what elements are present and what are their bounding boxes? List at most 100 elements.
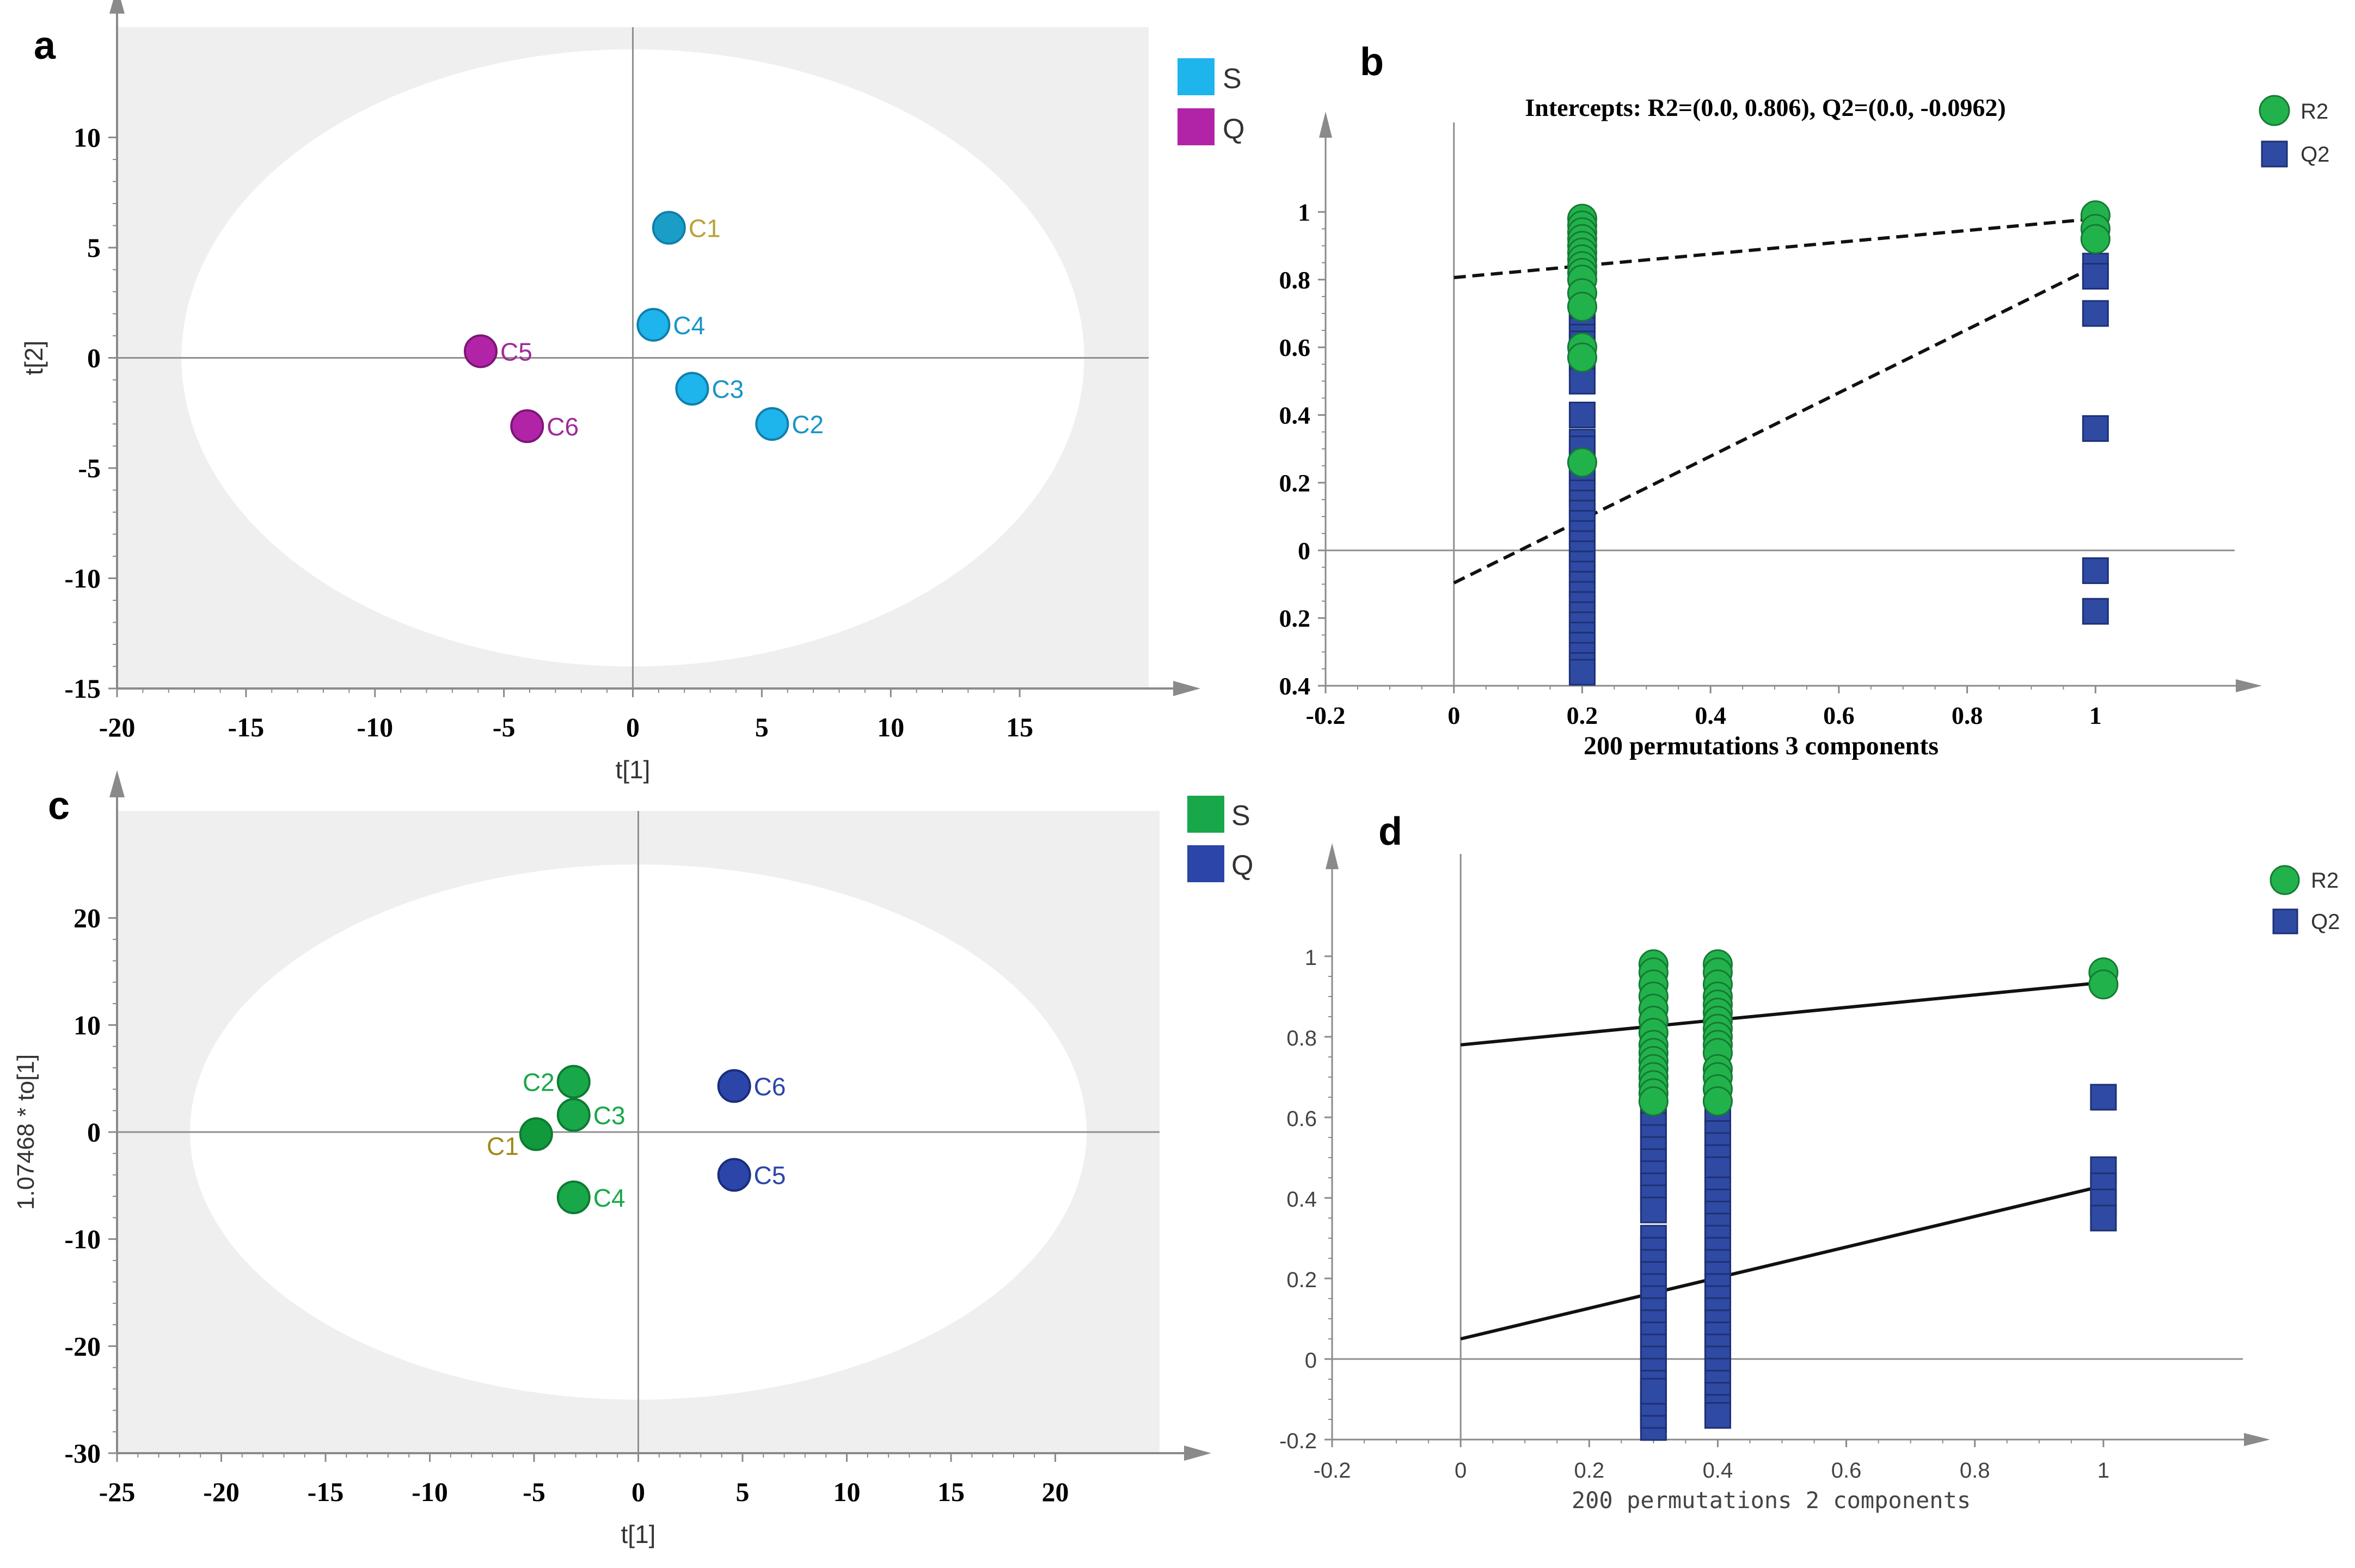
legend-swatch-q — [1178, 108, 1215, 145]
x-tick-label: 0 — [1455, 1459, 1467, 1483]
x-axis-arrow — [2244, 1433, 2270, 1446]
regression-line-r2 — [1460, 981, 2104, 1047]
x-tick-label: -10 — [357, 712, 393, 742]
y-tick-label: -10 — [64, 563, 101, 594]
q2-point — [2082, 415, 2109, 442]
legend-marker-r2 — [2270, 865, 2300, 895]
panel-c-opls-da-plot: c -25 -20 -15 -10 -5 0 5 10 15 20 -30 -20 -10 0 10 20 C… — [13, 770, 1253, 1548]
x-tick-label: 0.6 — [1831, 1459, 1862, 1483]
panel-b-permutation-plot: b Intercepts: R2=(0.0, 0.806), Q2=(0.0, … — [1279, 40, 2330, 760]
panel-b-axes — [1319, 112, 2262, 692]
x-tick-label: 0.8 — [1960, 1459, 1990, 1483]
panel-c-y-axis-label: 1.07468 * to[1] — [13, 1054, 39, 1210]
x-tick-label: 15 — [1006, 712, 1033, 742]
point-c3 — [556, 1098, 591, 1132]
point-label-c1: C1 — [689, 214, 721, 243]
x-tick-label: -0.2 — [1314, 1459, 1351, 1483]
q2-point — [2090, 1204, 2117, 1232]
y-tick-label: 10 — [73, 1010, 101, 1040]
legend-label-s: S — [1231, 800, 1250, 832]
q2-point — [1568, 402, 1596, 428]
panel-b-letter: b — [1360, 40, 1384, 84]
panel-d-regression-lines — [1460, 981, 2104, 1341]
y-tick-label: -0.2 — [1279, 1429, 1317, 1453]
y-tick-label: 1 — [1305, 946, 1317, 970]
point-c2 — [755, 407, 789, 441]
panel-b-intercepts-title: Intercepts: R2=(0.0, 0.806), Q2=(0.0, -0… — [1525, 94, 2006, 121]
x-tick-label: 20 — [1042, 1477, 1069, 1507]
q2-point — [2082, 598, 2109, 625]
panel-a-points: C1 C4 C3 C2 C5 C6 — [463, 211, 824, 444]
y-tick-label: 0.8 — [1279, 266, 1311, 294]
x-tick-label: -10 — [412, 1477, 448, 1507]
y-tick-label: 5 — [87, 232, 101, 263]
point-c6 — [510, 409, 544, 444]
x-tick-label: 15 — [937, 1477, 965, 1507]
point-label-c4: C4 — [593, 1184, 625, 1212]
panel-d-axes — [1326, 843, 2270, 1446]
x-tick-label: 10 — [833, 1477, 861, 1507]
legend-label-r2: R2 — [2311, 869, 2339, 893]
x-tick-label: 0 — [626, 712, 640, 742]
legend-swatch-s — [1187, 796, 1224, 833]
point-label-c6: C6 — [547, 413, 579, 441]
x-tick-label: 10 — [877, 712, 904, 742]
y-tick-label: -30 — [64, 1438, 101, 1468]
y-axis-arrow — [109, 0, 125, 14]
point-c6 — [717, 1069, 751, 1103]
q2-point — [1568, 659, 1596, 686]
panel-b-points — [1567, 200, 2111, 686]
panel-d-permutation-plot: d -0.2 0 0.2 0.4 0.6 0.8 1 -0.2 0 0.2 0.4 0.6 0.8 1 2… — [1279, 810, 2340, 1514]
y-tick-label: 0 — [1305, 1349, 1317, 1373]
q2-point — [1640, 1378, 1667, 1405]
y-axis-arrow — [1319, 112, 1332, 138]
x-tick-label: -20 — [99, 712, 136, 742]
y-tick-label: 0.2 — [1286, 1268, 1317, 1292]
y-tick-label: 0.6 — [1279, 334, 1311, 361]
point-c1 — [652, 211, 686, 245]
q2-point — [2082, 300, 2109, 327]
panel-a-axes — [109, 0, 1200, 696]
panel-a-ticks: -20 -15 -10 -5 0 5 10 15 -15 -10 -5 0 5 10 — [64, 122, 1033, 743]
x-tick-label: 0.2 — [1574, 1459, 1604, 1483]
x-axis-arrow — [1173, 681, 1200, 696]
x-tick-label: 0.6 — [1823, 702, 1855, 729]
y-tick-label: 0 — [87, 1117, 101, 1147]
point-label-c2: C2 — [792, 410, 824, 439]
x-tick-label: 0 — [631, 1477, 645, 1507]
legend-label-q: Q — [1231, 850, 1253, 881]
panel-b-ticks: -0.2 0 0.2 0.4 0.6 0.8 1 0.4 0.2 0 0.2 0.4 0.6 0.8 1 — [1279, 198, 2102, 729]
x-tick-label: -5 — [493, 712, 516, 742]
point-label-c3: C3 — [712, 375, 744, 403]
y-tick-label: 0.2 — [1279, 605, 1311, 632]
x-tick-label: -15 — [308, 1477, 344, 1507]
x-tick-label: 1 — [2089, 702, 2102, 729]
point-c5 — [717, 1158, 751, 1192]
r2-point — [1567, 447, 1597, 478]
point-label-c4: C4 — [673, 311, 705, 340]
panel-b-legend: R2 Q2 — [2259, 95, 2329, 168]
panel-c-ticks: -25 -20 -15 -10 -5 0 5 10 15 20 -30 -20 -10 0 10 20 — [64, 903, 1069, 1507]
panel-c-letter: c — [48, 784, 70, 828]
r2-point — [2080, 224, 2111, 254]
legend-label-r2: R2 — [2301, 100, 2328, 124]
regression-line-q2 — [1453, 265, 2096, 585]
point-c1 — [519, 1117, 553, 1151]
y-tick-label: 0.6 — [1286, 1107, 1317, 1131]
panel-d-points — [1638, 949, 2119, 1441]
x-axis-arrow — [2236, 679, 2262, 692]
q2-point — [1704, 1402, 1731, 1429]
x-tick-label: -20 — [203, 1477, 240, 1507]
x-tick-label: 0 — [1448, 702, 1460, 729]
q2-point — [2082, 557, 2109, 585]
panel-d-x-axis-label: 200 permutations 2 components — [1572, 1487, 1971, 1514]
panel-c-axes — [109, 770, 1211, 1461]
legend-label-q2: Q2 — [2311, 910, 2340, 934]
x-tick-label: 0.8 — [1952, 702, 1983, 729]
panel-d-legend: R2 Q2 — [2270, 865, 2340, 934]
point-label-c5: C5 — [754, 1161, 786, 1190]
panel-b-regression-lines — [1453, 217, 2096, 585]
r2-point — [1702, 1086, 1733, 1116]
x-tick-label: 0.4 — [1695, 702, 1726, 729]
